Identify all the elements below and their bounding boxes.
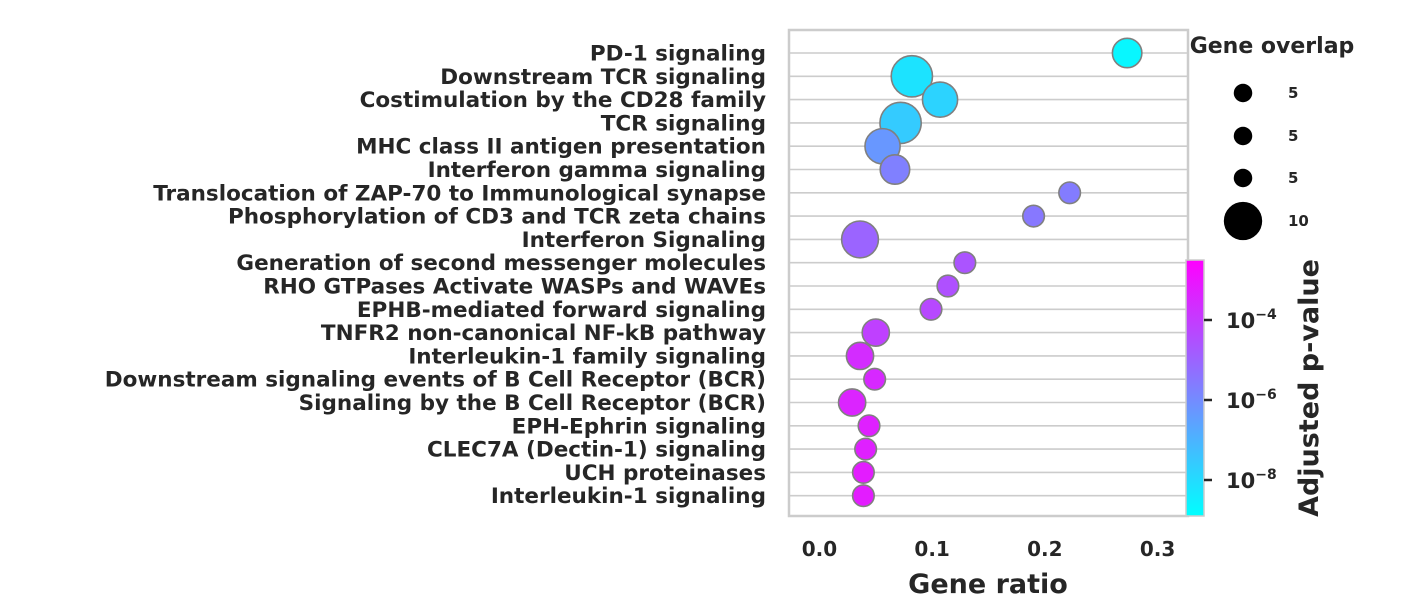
size-legend-label: 10: [1288, 212, 1309, 230]
colorbar-gradient: [1185, 259, 1205, 517]
data-point: [851, 484, 875, 508]
data-point: [857, 414, 881, 438]
grid-lines: [789, 52, 1188, 497]
colorbar-tick-label: 10−4: [1226, 307, 1277, 333]
size-legend-marker: [1233, 83, 1253, 103]
size-legend-marker: [1233, 168, 1253, 188]
size-legend-label: 5: [1288, 169, 1298, 187]
x-tick-label: 0.2: [1027, 537, 1062, 561]
data-points: [837, 37, 1143, 508]
size-legend-entries: 5 5 5 10: [1223, 83, 1309, 241]
data-point: [845, 341, 875, 371]
y-tick-label: Costimulation by the CD28 family: [360, 88, 766, 113]
colorbar-ticks: 10−4 10−6 10−8: [1204, 307, 1277, 493]
data-point: [861, 318, 891, 348]
size-legend-label: 5: [1288, 84, 1298, 102]
size-legend-title: Gene overlap: [1190, 34, 1355, 59]
colorbar-tick-label: 10−8: [1226, 467, 1277, 493]
y-tick-label: Downstream TCR signaling: [440, 65, 766, 90]
y-tick-label: Phosphorylation of CD3 and TCR zeta chai…: [228, 205, 766, 230]
data-point: [890, 54, 934, 98]
data-point: [837, 388, 867, 417]
colorbar-tick-label: 10−6: [1226, 387, 1277, 413]
y-tick-label: PD-1 signaling: [590, 42, 766, 67]
data-point: [851, 460, 875, 484]
data-point: [863, 367, 887, 391]
size-legend-marker: [1233, 126, 1253, 146]
size-legend: Gene overlap 5 5 5 10: [1190, 34, 1355, 241]
y-tick-label: Generation of second messenger molecules: [236, 251, 766, 276]
data-point: [1111, 37, 1143, 69]
data-point: [879, 153, 911, 186]
y-tick-label: Translocation of ZAP-70 to Immunological…: [153, 181, 766, 206]
plot-frame: [787, 28, 1190, 518]
data-point: [936, 274, 960, 298]
data-point: [953, 251, 977, 275]
x-axis-title: Gene ratio: [908, 569, 1068, 600]
y-tick-label: Interferon gamma signaling: [428, 158, 766, 183]
size-legend-label: 5: [1288, 127, 1298, 145]
y-tick-label: Interleukin-1 signaling: [491, 484, 766, 509]
y-tick-label: MHC class II antigen presentation: [356, 135, 766, 160]
colorbar: 10−4 10−6 10−8 Adjusted p-value: [1185, 259, 1325, 517]
plot-area: [787, 28, 1190, 518]
y-tick-label: EPH-Ephrin signaling: [512, 414, 766, 439]
y-tick-label: TNFR2 non-canonical NF-kB pathway: [321, 321, 766, 346]
data-point: [840, 220, 880, 259]
y-tick-label: Interferon Signaling: [522, 228, 766, 253]
colorbar-label: Adjusted p-value: [1294, 259, 1325, 517]
x-tick-label: 0.1: [914, 537, 949, 561]
data-point: [854, 437, 878, 461]
size-legend-marker: [1223, 201, 1263, 241]
y-tick-label: Interleukin-1 family signaling: [408, 344, 766, 369]
x-tick-label: 0.3: [1140, 537, 1175, 561]
x-tick-label: 0.0: [802, 537, 837, 561]
y-tick-label: Downstream signaling events of B Cell Re…: [105, 368, 766, 393]
data-point: [1021, 204, 1046, 228]
data-point: [1058, 181, 1082, 205]
x-axis-ticks: 0.0 0.1 0.2 0.3: [802, 537, 1176, 561]
y-tick-label: EPHB-mediated forward signaling: [357, 298, 766, 323]
y-tick-label: UCH proteinases: [564, 461, 766, 486]
y-tick-label: RHO GTPases Activate WASPs and WAVEs: [263, 275, 766, 300]
y-tick-label: Signaling by the B Cell Receptor (BCR): [299, 391, 766, 416]
data-point: [921, 81, 959, 118]
y-tick-label: TCR signaling: [601, 111, 766, 136]
y-tick-label: CLEC7A (Dectin-1) signaling: [427, 438, 766, 463]
data-point: [919, 297, 943, 321]
